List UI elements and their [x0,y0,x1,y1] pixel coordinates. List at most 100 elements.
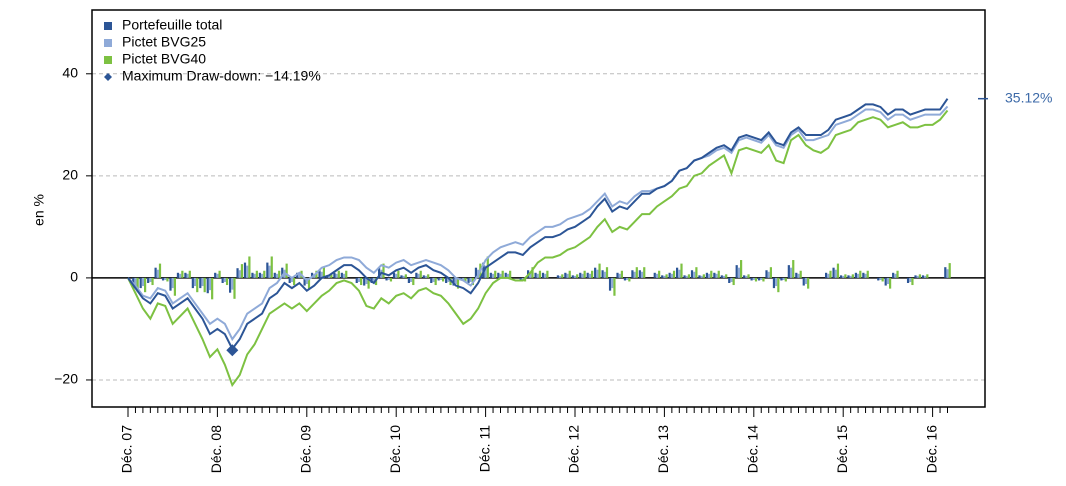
bar [685,275,688,278]
bar [626,277,629,280]
bar [745,275,748,278]
bar [906,277,910,284]
bar [693,271,696,278]
bar [400,275,403,278]
bar [676,267,679,278]
bar [214,272,217,278]
bar [367,277,370,289]
bar [737,267,740,278]
bar [179,273,182,278]
bar [769,267,772,278]
bar [909,277,912,282]
bar [464,277,467,282]
bar [643,267,646,278]
bar [255,270,258,278]
bar [422,275,425,278]
bar [363,277,366,286]
bar [281,267,284,278]
bar [404,274,407,278]
bar [842,275,845,278]
bar [434,277,437,286]
bar [605,267,609,278]
legend-swatch [104,56,112,64]
bar [611,277,614,289]
bar [263,270,266,278]
bar [683,275,686,278]
bar [754,277,758,282]
bar [211,277,214,300]
bar [576,274,579,278]
bar [442,277,445,282]
bar [757,277,761,281]
bar [802,277,805,286]
bar [357,277,361,282]
bar [320,271,323,278]
bar [499,273,502,278]
bar [804,277,808,285]
bar [844,274,847,278]
bar [171,277,174,289]
bar [839,275,843,278]
bar [670,273,673,278]
bar [430,277,433,284]
bar [762,277,765,282]
bar [884,277,887,286]
bar [452,277,455,286]
bar [484,265,487,278]
bar [424,275,428,278]
bar [601,270,604,278]
bar [668,272,671,278]
bar [186,273,189,278]
bar [412,277,415,286]
bar [596,269,599,278]
bar [378,267,381,278]
bar [147,277,150,284]
bar [851,274,854,278]
bar [454,277,457,285]
bar [889,277,892,289]
bar [523,277,527,282]
bar [854,272,857,278]
x-tick-label: Déc. 10 [387,425,403,473]
bar [387,277,390,280]
bar [566,273,569,278]
x-tick-label: Déc. 09 [298,425,314,473]
legend-swatch [104,39,112,47]
bar [568,270,571,278]
series-line [127,109,949,388]
bar [355,277,358,284]
bar [221,277,224,284]
bar [193,277,197,287]
bar [447,277,450,282]
bar [149,277,152,282]
bar [201,277,204,287]
x-tick-label: Déc. 11 [476,425,492,472]
bar [690,270,694,278]
x-tick-label: Déc. 13 [655,425,671,473]
bar [948,263,951,278]
bar [531,267,534,278]
bar [462,277,465,280]
bar [720,275,723,278]
bar [273,272,276,278]
bar [407,277,410,284]
bar [892,272,895,278]
y-tick-label: 20 [62,167,78,183]
bar [310,272,314,278]
bar [628,277,631,282]
drawdown-marker [226,344,239,357]
x-tick-label: Déc. 14 [745,425,761,473]
bar [661,275,664,278]
bar [158,263,162,278]
bar [765,270,768,278]
bar [536,273,539,278]
bar [166,277,169,282]
bar [156,269,159,278]
legend-swatch [104,22,112,30]
bar [702,274,705,278]
bar [591,270,594,278]
bar [573,275,577,278]
bar [501,270,504,278]
bar [680,263,683,278]
bar [519,277,522,281]
